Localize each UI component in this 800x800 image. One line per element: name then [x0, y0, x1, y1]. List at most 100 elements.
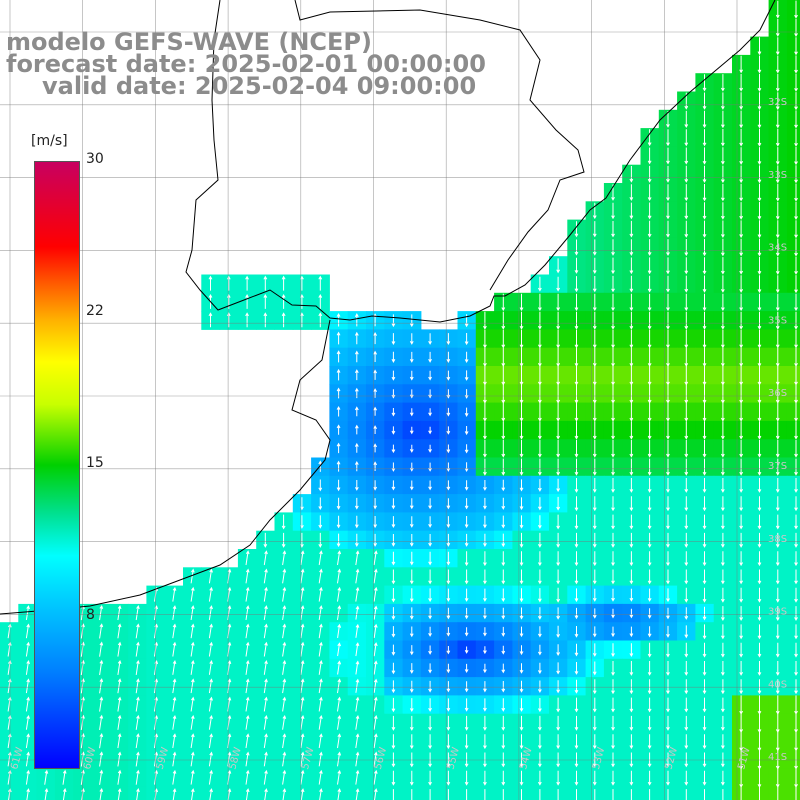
wind-arrow	[556, 258, 561, 274]
wind-arrow	[501, 588, 506, 603]
wind-arrow	[428, 569, 432, 585]
wind-arrow	[135, 623, 140, 639]
wind-arrow	[592, 514, 597, 530]
wind-arrow	[318, 751, 323, 767]
wind-arrow	[720, 110, 725, 129]
wind-arrow	[684, 532, 689, 548]
wind-arrow	[483, 311, 487, 330]
wind-arrow	[428, 333, 432, 345]
coastline-path	[185, 0, 776, 323]
wind-arrow	[574, 770, 579, 786]
wind-arrow	[794, 256, 798, 275]
wind-arrow	[702, 679, 707, 695]
wind-arrow	[739, 440, 744, 458]
wind-arrow	[702, 514, 707, 530]
wind-arrow	[592, 679, 597, 695]
wind-arrow	[720, 715, 725, 731]
wind-arrow	[391, 588, 396, 603]
wind-arrow	[702, 129, 707, 147]
wind-arrow	[428, 480, 432, 491]
wind-arrow	[501, 311, 506, 330]
wind-arrow	[794, 220, 798, 239]
wind-arrow	[355, 733, 360, 749]
wind-arrow	[739, 165, 744, 184]
wind-arrow	[446, 498, 451, 510]
wind-arrow	[409, 351, 414, 363]
wind-arrow	[263, 605, 268, 620]
wind-arrow	[775, 496, 780, 512]
wind-arrow	[318, 641, 323, 657]
wind-arrow	[666, 551, 670, 567]
wind-cell	[786, 73, 800, 92]
wind-arrow	[190, 769, 195, 785]
wind-arrow	[392, 789, 394, 800]
wind-arrow	[446, 698, 451, 712]
wind-arrow	[775, 220, 780, 239]
wind-arrow	[592, 384, 597, 404]
wind-arrow	[794, 18, 798, 38]
wind-arrow	[666, 588, 670, 603]
latitude-label: 39S	[768, 607, 787, 618]
wind-arrow	[483, 329, 487, 349]
wind-arrow	[775, 55, 780, 74]
wind-arrow	[117, 733, 122, 749]
wind-arrow	[135, 641, 140, 657]
wind-arrow	[794, 165, 798, 184]
wind-arrow	[702, 770, 707, 786]
wind-arrow	[684, 402, 689, 422]
wind-arrow	[80, 714, 85, 730]
wind-arrow	[794, 440, 798, 458]
wind-arrow	[794, 496, 798, 512]
wind-arrow	[391, 426, 396, 435]
wind-cell	[786, 585, 800, 605]
wind-arrow	[355, 660, 360, 675]
wind-arrow	[354, 424, 359, 435]
wind-arrow	[318, 275, 323, 291]
wind-arrow	[757, 384, 762, 404]
wind-arrow	[759, 786, 760, 800]
wind-arrow	[574, 715, 579, 731]
wind-arrow	[757, 421, 762, 440]
wind-arrow	[519, 734, 524, 750]
wind-arrow	[501, 752, 506, 768]
wind-arrow	[702, 569, 707, 585]
wind-arrow	[611, 329, 615, 349]
wind-arrow	[428, 444, 432, 453]
wind-arrow	[190, 660, 195, 675]
wind-arrow	[611, 293, 615, 312]
wind-arrow	[794, 275, 798, 294]
wind-arrow	[190, 623, 195, 639]
wind-arrow	[629, 551, 634, 567]
wind-arrow	[519, 551, 524, 567]
wind-arrow	[391, 370, 396, 381]
wind-arrow	[775, 0, 780, 19]
wind-arrow	[684, 642, 689, 658]
wind-arrow	[318, 515, 323, 529]
wind-arrow	[574, 239, 579, 256]
wind-arrow	[391, 444, 396, 454]
wind-arrow	[446, 663, 451, 674]
wind-arrow	[629, 588, 634, 602]
wind-cell	[786, 18, 800, 38]
wind-arrow	[611, 440, 615, 458]
wind-arrow	[556, 697, 561, 713]
wind-arrow	[464, 498, 469, 510]
wind-arrow	[336, 479, 341, 492]
wind-arrow	[757, 220, 762, 239]
wind-cell	[786, 311, 800, 330]
wind-arrow	[684, 770, 689, 786]
wind-arrow	[684, 752, 689, 768]
wind-arrow	[757, 478, 762, 493]
wind-arrow	[501, 440, 506, 458]
wind-arrow	[446, 607, 451, 620]
wind-arrow	[629, 643, 634, 658]
wind-arrow	[428, 607, 432, 620]
wind-arrow	[172, 660, 177, 675]
wind-arrow	[409, 645, 414, 656]
wind-arrow	[684, 147, 689, 165]
wind-arrow	[720, 514, 725, 530]
latitude-label: 40S	[768, 679, 787, 690]
wind-arrow	[483, 440, 487, 458]
wind-arrow	[318, 586, 323, 602]
